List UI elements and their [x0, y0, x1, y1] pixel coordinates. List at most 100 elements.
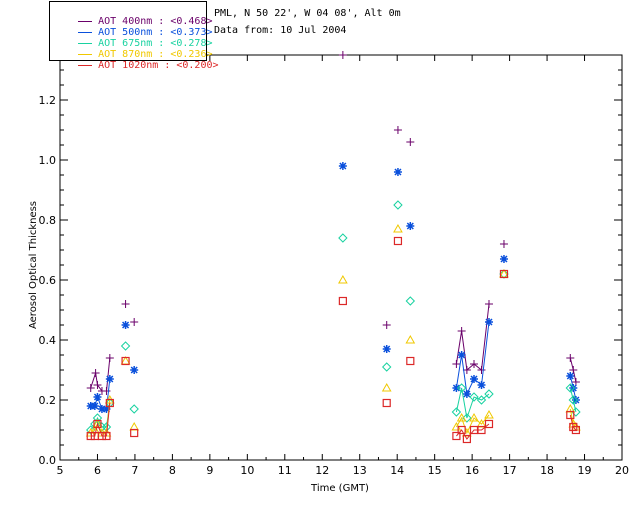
point-1-5 [105, 375, 114, 383]
x-tick-label-5: 5 [57, 464, 64, 477]
point-0-19 [566, 354, 575, 362]
legend-item-1020nm: AOT 1020nm : <0.200> [54, 48, 219, 71]
point-3-8 [338, 274, 348, 284]
point-0-1 [91, 369, 100, 377]
point-4-10 [393, 236, 403, 246]
point-2-12 [451, 407, 462, 417]
x-tick-label-10: 10 [240, 464, 254, 477]
legend-swatch-500nm [78, 31, 93, 33]
point-2-8 [338, 233, 348, 243]
point-1-4 [102, 405, 111, 413]
legend-swatch-870nm [78, 53, 93, 55]
series-0 [86, 51, 580, 395]
point-1-11 [406, 222, 415, 230]
point-0-6 [121, 300, 130, 308]
point-0-4 [102, 387, 111, 395]
series-line-0-0 [90, 357, 111, 392]
point-3-13 [456, 412, 467, 422]
point-2-10 [393, 200, 403, 210]
series-1 [86, 162, 580, 413]
y-tick-label-0: 0.0 [39, 454, 57, 467]
point-0-0 [86, 384, 95, 392]
point-1-8 [338, 162, 347, 170]
point-4-18 [499, 269, 509, 279]
point-2-7 [129, 404, 139, 414]
axes-frame [59, 54, 623, 461]
plot-frame [59, 54, 623, 461]
legend-item-400nm: AOT 400nm : <0.468> [54, 4, 212, 27]
y-tick-label-2: 0.4 [39, 334, 57, 347]
point-4-4 [102, 431, 111, 441]
legend-item-500nm: AOT 500nm : <0.373> [54, 15, 212, 38]
point-2-17 [484, 389, 494, 399]
point-4-2 [93, 419, 102, 429]
point-1-14 [462, 390, 471, 398]
point-4-16 [477, 425, 486, 435]
x-tick-label-17: 17 [503, 464, 517, 477]
point-1-17 [484, 318, 493, 326]
point-2-20 [568, 395, 579, 405]
point-1-12 [452, 384, 461, 392]
point-1-10 [393, 168, 402, 176]
point-2-11 [405, 296, 416, 306]
point-1-19 [566, 372, 575, 380]
x-tick-label-16: 16 [465, 464, 479, 477]
legend-label-400nm: AOT 400nm : <0.468> [98, 16, 213, 27]
legend: AOT 400nm : <0.468> AOT 500nm : <0.373> … [49, 1, 219, 71]
point-2-16 [476, 395, 487, 405]
point-3-9 [381, 382, 392, 392]
date-info: Data from: 10 Jul 2004 [214, 25, 347, 36]
point-2-19 [565, 383, 576, 393]
legend-item-675nm: AOT 675nm : <0.278> [54, 26, 212, 49]
point-4-11 [406, 356, 415, 366]
y-axis-ticks: 0.0 0.2 0.4 0.6 0.8 1.0 1.2 [39, 69, 622, 467]
point-3-17 [484, 409, 494, 419]
point-4-6 [121, 356, 130, 366]
point-2-9 [382, 362, 392, 372]
series-line-2-2 [569, 387, 577, 413]
legend-swatch-400nm [78, 20, 93, 22]
x-tick-label-19: 19 [578, 464, 592, 477]
site-info: PML, N 50 22', W 04 08', Alt 0m [214, 8, 401, 19]
point-4-19 [566, 410, 575, 420]
x-tick-label-8: 8 [169, 464, 176, 477]
legend-swatch-1020nm [78, 64, 93, 66]
series-2 [86, 200, 581, 435]
point-2-13 [456, 383, 467, 393]
point-3-10 [393, 223, 403, 233]
point-0-7 [130, 318, 139, 326]
point-1-20 [569, 384, 578, 392]
point-1-0 [86, 402, 95, 410]
y-tick-label-5: 1.0 [39, 154, 57, 167]
point-0-5 [105, 354, 114, 362]
point-1-21 [571, 396, 580, 404]
point-2-14 [462, 413, 472, 423]
legend-label-500nm: AOT 500nm : <0.373> [98, 27, 213, 38]
series-line-1-1 [455, 321, 490, 396]
series-line-2-1 [455, 387, 490, 419]
point-2-6 [120, 341, 131, 351]
x-tick-label-13: 13 [353, 464, 367, 477]
point-4-17 [484, 419, 494, 429]
point-0-15 [470, 360, 479, 368]
point-4-5 [105, 398, 114, 408]
point-0-10 [393, 126, 402, 134]
x-tick-label-9: 9 [206, 464, 213, 477]
point-1-16 [477, 381, 486, 389]
x-axis-title: Time (GMT) [310, 483, 369, 494]
legend-label-870nm: AOT 870nm : <0.236> [98, 49, 213, 60]
point-0-17 [484, 300, 493, 308]
x-tick-label-7: 7 [131, 464, 138, 477]
point-4-14 [462, 434, 471, 444]
y-axis-title: Aerosol Optical Thickness [28, 201, 39, 329]
point-3-11 [405, 334, 416, 344]
point-2-3 [97, 422, 107, 432]
point-2-2 [92, 413, 103, 423]
x-tick-label-15: 15 [428, 464, 442, 477]
point-1-15 [470, 375, 479, 383]
y-tick-label-4: 0.8 [39, 214, 57, 227]
point-1-13 [457, 351, 466, 359]
point-0-9 [382, 321, 391, 329]
y-tick-label-6: 1.2 [39, 94, 57, 107]
point-1-1 [90, 402, 99, 410]
